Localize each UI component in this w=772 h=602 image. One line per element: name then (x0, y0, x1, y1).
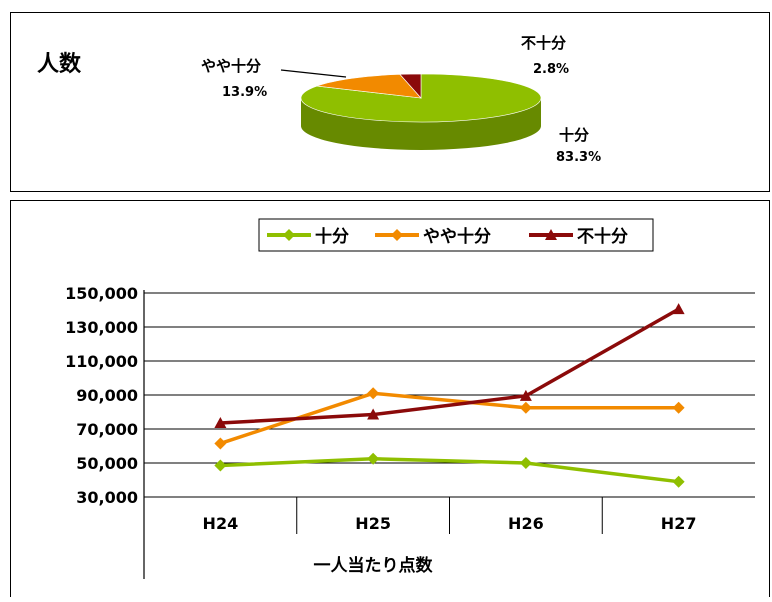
legend-label-fujubun: 不十分 (577, 226, 628, 247)
x-tick-label: H26 (508, 514, 544, 533)
series-marker-0-1 (367, 452, 380, 465)
pie-slice-2 (399, 73, 422, 99)
legend-label-yaya-jubun: やや十分 (423, 226, 491, 247)
pie-slice-side (301, 98, 541, 150)
x-tick-label: H27 (661, 514, 697, 533)
y-tick-label: 150,000 (65, 284, 138, 303)
series-marker-1-0 (214, 437, 227, 450)
series-marker-2-2 (519, 389, 532, 401)
series-marker-2-1 (367, 408, 380, 420)
series-marker-2-0 (214, 417, 227, 429)
y-tick-label: 50,000 (76, 454, 138, 473)
y-tick-label: 130,000 (65, 318, 138, 337)
series-line-0 (220, 456, 679, 484)
x-tick-label: H25 (355, 514, 391, 533)
pie-chart: 人数 やや十分 13.9% 不十分 2.8% 十分 83.3% (37, 34, 601, 165)
pie-title: 人数 (37, 51, 82, 77)
series-marker-2-3 (672, 303, 685, 315)
y-tick-label: 110,000 (65, 352, 138, 371)
pie-slice-0 (300, 73, 542, 123)
slice-label-fujubun: 不十分 (521, 34, 566, 52)
line-chart: 十分 やや十分 不十分 150,000 130,000 110,000 90,000 7… (65, 218, 755, 579)
pie-slice-1 (316, 74, 422, 99)
label-leader-line (280, 69, 347, 78)
x-tick-label: H24 (203, 514, 239, 533)
pie-chart-panel: 人数 やや十分 13.9% 不十分 2.8% 十分 83.3% (10, 12, 770, 192)
legend-label-jubun: 十分 (315, 226, 349, 247)
legend-item-fujubun: 不十分 (529, 226, 628, 247)
y-tick-label: 70,000 (76, 420, 138, 439)
slice-value-yaya-jubun: 13.9% (222, 85, 267, 100)
slice-label-jubun: 十分 (559, 126, 589, 144)
series-marker-1-2 (519, 401, 532, 414)
y-tick-label: 30,000 (76, 488, 138, 507)
series-line-2 (220, 307, 680, 425)
series-marker-1-1 (367, 387, 380, 400)
slice-value-fujubun: 2.8% (533, 62, 569, 77)
line-chart-panel: 十分 やや十分 不十分 150,000 130,000 110,000 90,000 7… (10, 200, 770, 597)
series-marker-1-3 (672, 401, 685, 414)
legend-item-jubun: 十分 (267, 226, 349, 247)
y-tick-label: 90,000 (76, 386, 138, 405)
series-marker-0-0 (214, 459, 227, 472)
slice-label-yaya-jubun: やや十分 (201, 57, 261, 75)
series-marker-0-2 (519, 457, 532, 469)
x-axis-title: 一人当たり点数 (314, 555, 434, 576)
slice-value-jubun: 83.3% (556, 150, 601, 165)
series-marker-0-3 (672, 475, 685, 488)
legend-box (258, 218, 654, 252)
legend-item-yaya-jubun: やや十分 (375, 226, 491, 247)
